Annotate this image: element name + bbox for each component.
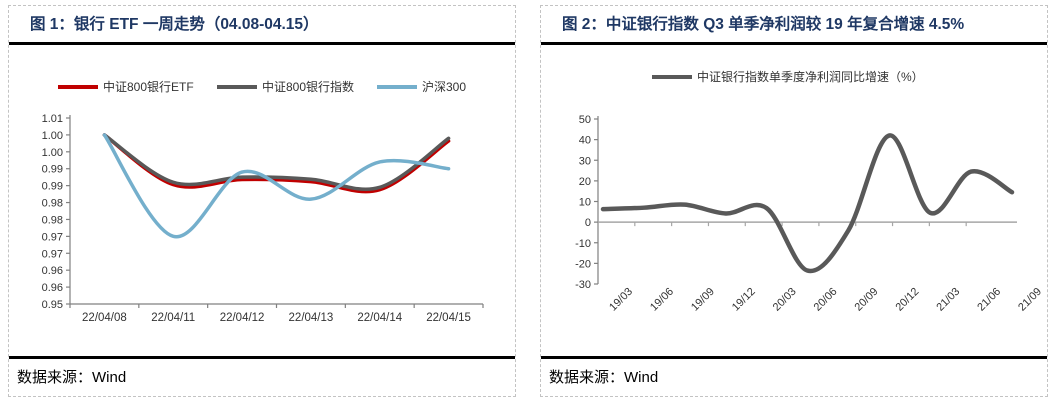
x-tick-label: 20/03 bbox=[771, 286, 799, 314]
figure-2-title: 图 2：中证银行指数 Q3 单季净利润较 19 年复合增速 4.5% bbox=[541, 6, 1047, 45]
x-tick-label: 22/04/15 bbox=[426, 312, 471, 324]
figure-2-source: 数据来源：Wind bbox=[541, 356, 1047, 395]
y-tick-label: 40 bbox=[579, 135, 591, 147]
y-tick-label: 1.01 bbox=[42, 113, 63, 125]
figure-1-chart-box: 中证800银行ETF 中证800银行指数 沪深300 1.01 1.00 1.00 0.99… bbox=[9, 45, 515, 356]
figure-2-panel: 图 2：中证银行指数 Q3 单季净利润较 19 年复合增速 4.5% 中证银行指… bbox=[540, 5, 1048, 397]
figure-1-source: 数据来源：Wind bbox=[9, 356, 515, 395]
legend-label-0: 中证银行指数单季度净利润同比增速（%） bbox=[697, 69, 924, 84]
y-tick-label: 20 bbox=[579, 176, 591, 188]
y-tick-label: -30 bbox=[575, 279, 591, 291]
y-tick-label: 0.98 bbox=[42, 198, 63, 210]
x-tick-label: 19/09 bbox=[689, 286, 717, 314]
x-tick-label: 21/06 bbox=[975, 286, 1003, 314]
x-tick-label: 20/06 bbox=[812, 286, 840, 314]
x-tick-label: 22/04/14 bbox=[357, 312, 402, 324]
figure-1-title: 图 1：银行 ETF 一周走势（04.08-04.15） bbox=[9, 6, 515, 45]
series-line-1 bbox=[102, 133, 451, 191]
legend-label-1: 中证800银行指数 bbox=[262, 79, 354, 94]
series-line-0 bbox=[600, 133, 1015, 274]
y-tick-label: 1.00 bbox=[42, 130, 63, 142]
x-tick-label: 19/03 bbox=[607, 286, 635, 314]
series-line-2 bbox=[102, 133, 451, 239]
source-value: Wind bbox=[92, 369, 127, 386]
figure-1-panel: 图 1：银行 ETF 一周走势（04.08-04.15） 中证800银行ETF 中… bbox=[8, 5, 516, 397]
y-tick-label: 0.96 bbox=[42, 282, 63, 294]
x-tick-label: 21/09 bbox=[1016, 286, 1044, 314]
source-label: 数据来源： bbox=[549, 370, 625, 386]
legend-label-2: 沪深300 bbox=[422, 80, 466, 94]
source-label: 数据来源： bbox=[17, 370, 93, 386]
x-tick-label: 22/04/13 bbox=[289, 312, 334, 324]
bank-index-profit-growth-line-chart: 中证银行指数单季度净利润同比增速（%） 50 40 30 20 10 0 -10 -20 -30 1… bbox=[575, 69, 1044, 314]
y-tick-label: 0.97 bbox=[42, 231, 63, 243]
x-tick-label: 22/04/08 bbox=[82, 312, 127, 324]
x-tick-label: 19/12 bbox=[730, 286, 758, 314]
y-tick-label: 0.99 bbox=[42, 181, 63, 193]
y-tick-label: 0.95 bbox=[42, 299, 63, 311]
y-tick-label: 0.96 bbox=[42, 265, 63, 277]
y-tick-label: 50 bbox=[579, 114, 591, 126]
y-tick-label: 0.97 bbox=[42, 248, 63, 260]
bank-etf-week-line-chart: 中证800银行ETF 中证800银行指数 沪深300 1.01 1.00 1.00 0.99… bbox=[42, 79, 484, 324]
y-tick-label: -20 bbox=[575, 258, 591, 270]
legend-label-0: 中证800银行ETF bbox=[103, 79, 194, 94]
y-tick-label: 0 bbox=[585, 217, 591, 229]
y-tick-label: 30 bbox=[579, 155, 591, 167]
y-tick-label: 0.99 bbox=[42, 164, 63, 176]
source-value: Wind bbox=[624, 369, 659, 386]
x-tick-label: 20/09 bbox=[853, 286, 881, 314]
y-tick-label: 0.98 bbox=[42, 214, 63, 226]
x-tick-label: 22/04/11 bbox=[151, 312, 195, 324]
series-line-0 bbox=[102, 133, 451, 194]
y-tick-label: 10 bbox=[579, 197, 591, 209]
y-tick-label: 1.00 bbox=[42, 147, 63, 159]
x-tick-label: 22/04/12 bbox=[220, 312, 265, 324]
y-tick-label: -10 bbox=[575, 238, 591, 250]
figure-2-chart-box: 中证银行指数单季度净利润同比增速（%） 50 40 30 20 10 0 -10 -20 -30 1… bbox=[541, 45, 1047, 356]
x-tick-label: 21/03 bbox=[934, 286, 962, 314]
x-tick-label: 19/06 bbox=[648, 286, 676, 314]
x-tick-label: 20/12 bbox=[893, 286, 921, 314]
